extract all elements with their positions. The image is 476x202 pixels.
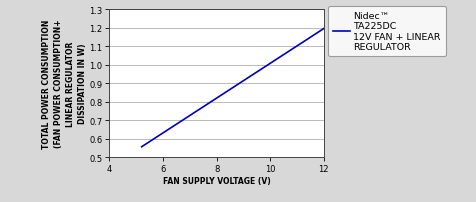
- Legend: Nidec™
TA225DC
12V FAN + LINEAR
REGULATOR: Nidec™ TA225DC 12V FAN + LINEAR REGULATO…: [328, 7, 446, 57]
- X-axis label: FAN SUPPLY VOLTAGE (V): FAN SUPPLY VOLTAGE (V): [163, 176, 270, 185]
- Y-axis label: TOTAL POWER CONSUMPTION
(FAN POWER CONSUMPTION+
LINEAR REGULATOR
DISSIPATION IN : TOTAL POWER CONSUMPTION (FAN POWER CONSU…: [42, 19, 87, 148]
